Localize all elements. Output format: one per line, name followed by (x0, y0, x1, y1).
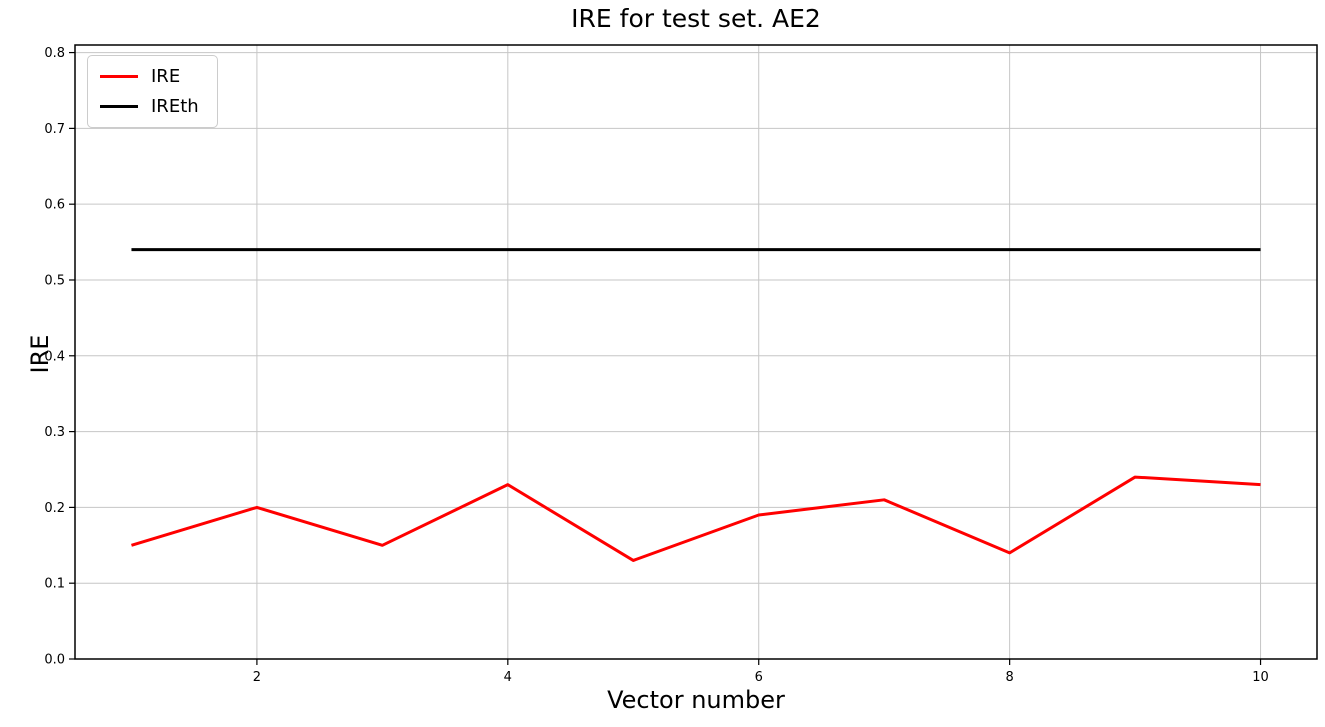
y-tick-label: 0.0 (44, 653, 65, 668)
y-tick-label: 0.7 (44, 122, 65, 137)
x-tick-label: 6 (755, 670, 763, 685)
legend-label-ireth: IREth (151, 96, 199, 117)
y-tick-label: 0.6 (44, 198, 65, 213)
y-tick-label: 0.1 (44, 577, 65, 592)
x-tick-label: 8 (1005, 670, 1013, 685)
series-line-ire (131, 475, 1261, 562)
x-tick-label: 4 (504, 670, 512, 685)
y-tick-label: 0.4 (44, 349, 65, 364)
legend-item-ireth: IREth (100, 96, 199, 117)
x-tick-label: 10 (1252, 670, 1269, 685)
legend-label-ire: IRE (151, 66, 181, 87)
x-tick-label: 2 (253, 670, 261, 685)
legend: IRE IREth (87, 55, 218, 128)
x-axis-label: Vector number (607, 686, 785, 714)
chart-title: IRE for test set. AE2 (571, 4, 821, 33)
y-tick-label: 0.2 (44, 501, 65, 516)
y-tick-label: 0.8 (44, 46, 65, 61)
axes-frame (74, 44, 1318, 660)
y-tick-label: 0.3 (44, 425, 65, 440)
ireth-line-swatch (100, 105, 138, 108)
ire-line-swatch (100, 75, 138, 78)
y-tick-label: 0.5 (44, 273, 65, 288)
legend-item-ire: IRE (100, 66, 199, 87)
